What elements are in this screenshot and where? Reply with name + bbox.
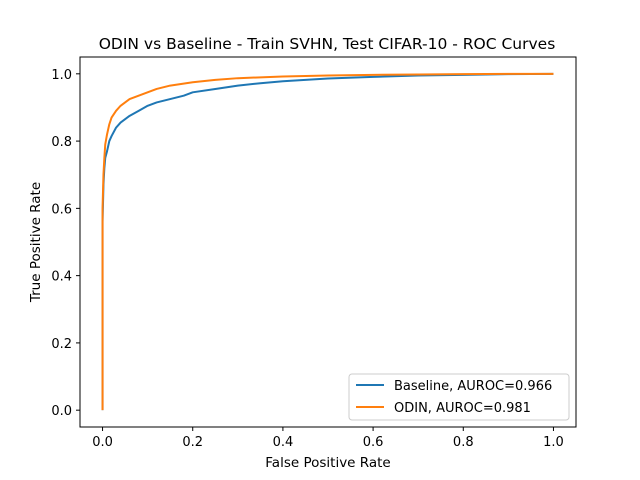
legend-box <box>348 373 570 421</box>
series-line-baseline <box>101 72 554 411</box>
x-axis-label: False Positive Rate <box>265 455 390 471</box>
x-tick-label: 0.0 <box>92 435 113 450</box>
legend-label-odin: ODIN, AUROC=0.981 <box>394 401 531 416</box>
y-tick-label: 0.8 <box>51 135 72 150</box>
x-tick-label: 0.6 <box>363 435 384 450</box>
y-tick-label: 0.4 <box>51 270 72 285</box>
x-tick-label: 0.8 <box>453 435 474 450</box>
curves-layer <box>101 72 554 411</box>
y-axis-label: True Positive Rate <box>28 182 44 303</box>
x-axis-ticks: 0.0 0.2 0.4 0.6 0.8 1.0 <box>92 427 564 450</box>
y-tick-label: 0.0 <box>51 404 72 419</box>
y-tick-label: 0.2 <box>51 337 72 352</box>
chart-title: ODIN vs Baseline - Train SVHN, Test CIFA… <box>99 35 556 53</box>
x-tick-label: 0.4 <box>273 435 294 450</box>
y-tick-label: 0.6 <box>51 202 72 217</box>
legend-label-baseline: Baseline, AUROC=0.966 <box>394 379 552 394</box>
plot-frame <box>79 56 577 428</box>
series-line-odin <box>101 72 554 411</box>
y-axis-ticks: 0.0 0.2 0.4 0.6 0.8 1.0 <box>51 68 80 419</box>
y-tick-label: 1.0 <box>51 68 72 83</box>
x-tick-label: 1.0 <box>543 435 564 450</box>
legend: Baseline, AUROC=0.966 ODIN, AUROC=0.981 <box>348 373 570 421</box>
x-tick-label: 0.2 <box>182 435 203 450</box>
